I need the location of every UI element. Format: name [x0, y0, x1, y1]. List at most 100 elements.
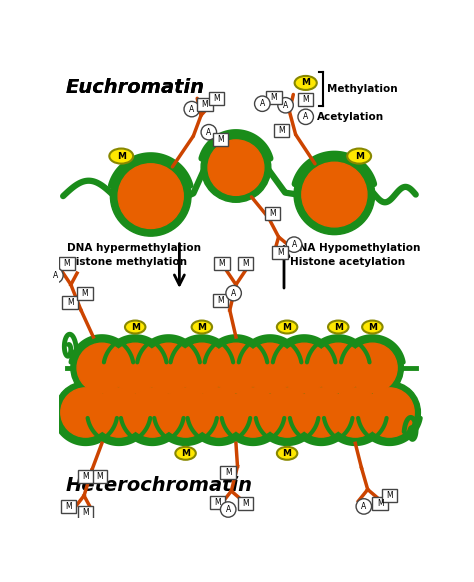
Circle shape — [201, 133, 271, 203]
Circle shape — [201, 125, 217, 140]
FancyBboxPatch shape — [274, 124, 290, 137]
Circle shape — [88, 382, 150, 443]
Text: M: M — [181, 449, 190, 458]
Text: Euchromatin: Euchromatin — [65, 77, 204, 97]
Text: M: M — [242, 499, 248, 508]
Text: DNA Hypomethylation: DNA Hypomethylation — [290, 243, 420, 254]
FancyBboxPatch shape — [78, 470, 93, 483]
Circle shape — [365, 388, 414, 437]
Text: M: M — [225, 468, 231, 477]
Text: M: M — [368, 322, 377, 332]
Text: M: M — [197, 322, 206, 332]
FancyBboxPatch shape — [213, 294, 228, 307]
Circle shape — [144, 343, 193, 392]
Text: A: A — [53, 271, 58, 280]
Text: M: M — [269, 210, 276, 218]
Text: M: M — [213, 94, 220, 103]
Text: Methylation: Methylation — [327, 84, 397, 94]
Ellipse shape — [347, 148, 371, 164]
Circle shape — [302, 162, 367, 227]
Text: M: M — [283, 449, 292, 458]
Circle shape — [294, 155, 374, 235]
FancyBboxPatch shape — [209, 92, 224, 105]
Circle shape — [313, 343, 363, 392]
FancyBboxPatch shape — [220, 466, 236, 479]
Circle shape — [358, 382, 420, 443]
Text: M: M — [96, 472, 103, 481]
Text: M: M — [214, 498, 221, 507]
Circle shape — [161, 388, 210, 437]
Text: Histone methylation: Histone methylation — [67, 257, 187, 267]
Circle shape — [347, 343, 397, 392]
FancyBboxPatch shape — [92, 470, 107, 483]
Circle shape — [341, 337, 403, 399]
Ellipse shape — [191, 321, 212, 333]
Text: M: M — [217, 136, 224, 144]
Circle shape — [356, 499, 372, 514]
Circle shape — [262, 388, 312, 437]
Text: M: M — [82, 289, 88, 297]
Text: M: M — [242, 258, 248, 268]
Circle shape — [61, 388, 110, 437]
Circle shape — [55, 382, 117, 443]
Circle shape — [188, 382, 250, 443]
FancyBboxPatch shape — [237, 497, 253, 510]
Circle shape — [118, 164, 183, 229]
Circle shape — [94, 388, 144, 437]
Circle shape — [184, 101, 200, 117]
Circle shape — [155, 382, 217, 443]
Circle shape — [245, 343, 295, 392]
Circle shape — [273, 337, 335, 399]
FancyBboxPatch shape — [373, 497, 388, 510]
Text: M: M — [219, 258, 225, 268]
Circle shape — [324, 382, 386, 443]
Circle shape — [211, 343, 261, 392]
Text: M: M — [217, 296, 224, 306]
Text: M: M — [82, 472, 89, 481]
Text: A: A — [189, 105, 194, 113]
Text: M: M — [271, 93, 277, 102]
Text: M: M — [277, 248, 283, 257]
Ellipse shape — [295, 76, 317, 90]
Circle shape — [286, 237, 302, 253]
Circle shape — [208, 140, 264, 196]
Circle shape — [239, 337, 301, 399]
Text: A: A — [206, 127, 211, 137]
Circle shape — [307, 337, 369, 399]
FancyBboxPatch shape — [214, 257, 230, 269]
Circle shape — [137, 337, 200, 399]
Circle shape — [205, 337, 267, 399]
Text: M: M — [302, 95, 309, 104]
Ellipse shape — [277, 447, 297, 460]
Text: Acetylation: Acetylation — [317, 112, 383, 122]
FancyBboxPatch shape — [78, 506, 93, 519]
Circle shape — [220, 502, 236, 517]
Text: Histone acetylation: Histone acetylation — [290, 257, 405, 267]
Text: Euchromatin: Euchromatin — [65, 77, 204, 97]
FancyBboxPatch shape — [382, 489, 397, 502]
FancyBboxPatch shape — [63, 296, 78, 309]
Circle shape — [330, 388, 380, 437]
Circle shape — [255, 96, 270, 111]
Circle shape — [278, 98, 293, 113]
Text: M: M — [131, 322, 140, 332]
Ellipse shape — [175, 447, 196, 460]
Circle shape — [104, 337, 166, 399]
Circle shape — [194, 388, 244, 437]
Circle shape — [177, 343, 227, 392]
FancyBboxPatch shape — [273, 246, 288, 259]
Circle shape — [171, 337, 233, 399]
Text: A: A — [361, 502, 366, 511]
Circle shape — [226, 285, 241, 301]
Text: M: M — [283, 322, 292, 332]
Circle shape — [110, 156, 191, 236]
Circle shape — [279, 343, 329, 392]
Text: M: M — [377, 499, 383, 508]
Text: M: M — [64, 258, 70, 268]
Circle shape — [121, 382, 183, 443]
Ellipse shape — [328, 321, 348, 333]
Circle shape — [77, 343, 127, 392]
Circle shape — [228, 388, 278, 437]
FancyBboxPatch shape — [213, 133, 228, 147]
Circle shape — [128, 388, 177, 437]
